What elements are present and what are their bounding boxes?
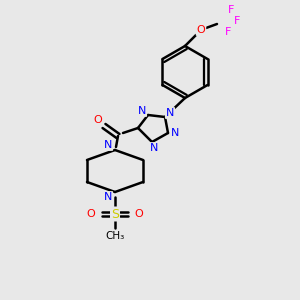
Text: O: O — [87, 209, 95, 219]
Text: F: F — [225, 27, 231, 37]
Text: O: O — [94, 115, 102, 125]
Text: N: N — [104, 192, 112, 202]
Text: N: N — [171, 128, 179, 138]
Text: N: N — [150, 143, 158, 153]
Text: O: O — [135, 209, 143, 219]
Text: S: S — [111, 208, 119, 220]
Text: O: O — [196, 25, 206, 35]
Text: F: F — [228, 5, 234, 15]
Text: F: F — [234, 16, 240, 26]
Text: N: N — [166, 108, 174, 118]
Text: N: N — [138, 106, 146, 116]
Text: N: N — [104, 140, 112, 150]
Text: CH₃: CH₃ — [105, 231, 124, 241]
